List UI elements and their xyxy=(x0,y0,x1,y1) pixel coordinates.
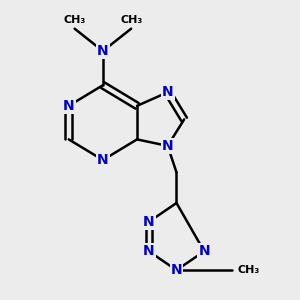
Text: N: N xyxy=(143,244,154,258)
Text: N: N xyxy=(143,215,154,229)
Text: CH₃: CH₃ xyxy=(120,15,142,25)
Text: N: N xyxy=(162,85,173,99)
Text: CH₃: CH₃ xyxy=(64,15,86,25)
Text: CH₃: CH₃ xyxy=(237,265,260,275)
Text: N: N xyxy=(63,99,74,113)
Text: N: N xyxy=(198,244,210,258)
Text: N: N xyxy=(171,263,182,277)
Text: N: N xyxy=(162,139,173,153)
Text: N: N xyxy=(97,153,109,167)
Text: N: N xyxy=(97,44,109,58)
